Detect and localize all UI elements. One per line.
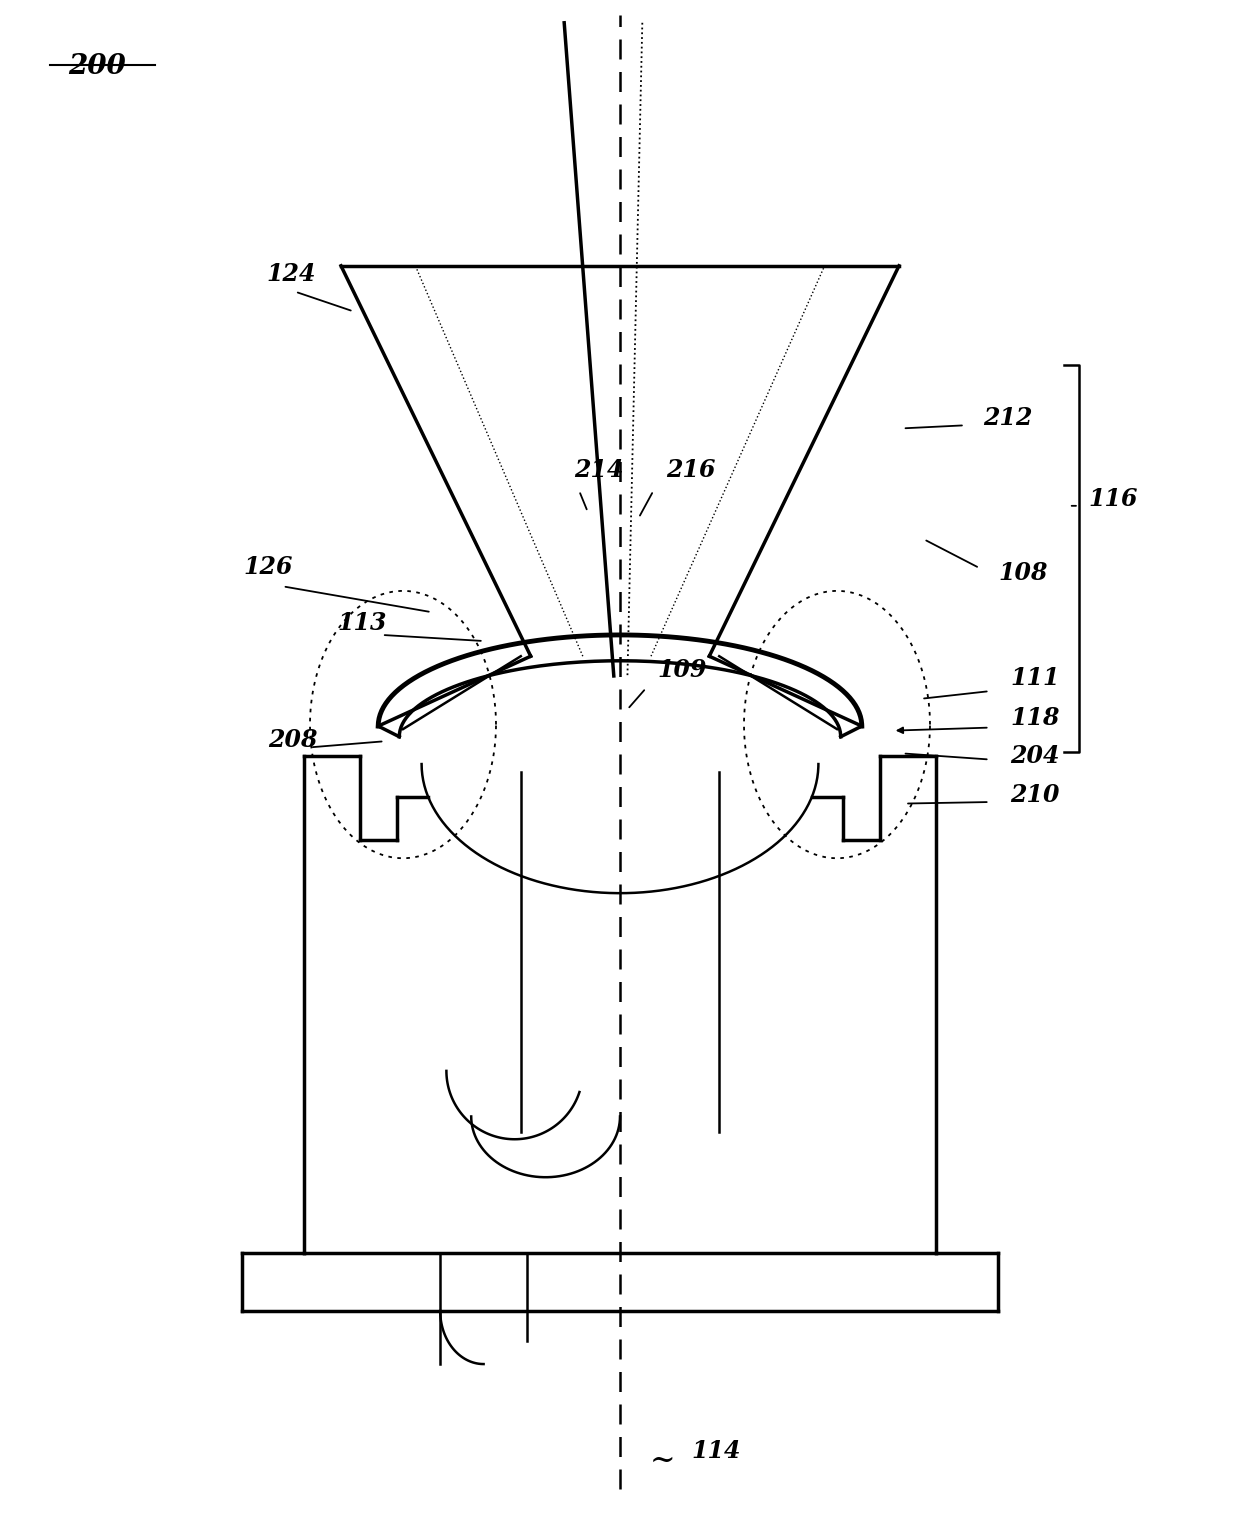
Text: 208: 208 [268,728,317,752]
Text: 214: 214 [574,457,624,482]
Text: 210: 210 [1011,782,1060,807]
Text: 109: 109 [657,658,707,682]
Text: 126: 126 [243,554,293,579]
Text: ~: ~ [650,1446,676,1476]
Text: 212: 212 [983,406,1033,430]
Text: 114: 114 [692,1438,742,1463]
Text: 118: 118 [1011,705,1060,729]
Text: 111: 111 [1011,665,1060,690]
Text: 124: 124 [267,261,316,286]
Text: 204: 204 [1011,743,1060,767]
Text: 113: 113 [337,611,387,635]
Text: 108: 108 [998,561,1048,585]
Text: 116: 116 [1089,486,1138,510]
Text: 200: 200 [68,53,126,81]
Text: 216: 216 [666,457,715,482]
